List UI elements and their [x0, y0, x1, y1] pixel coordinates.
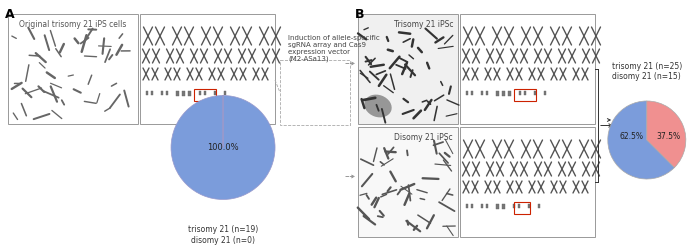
- Bar: [199, 91, 201, 95]
- Bar: [182, 90, 185, 96]
- Text: Trisomy 21 iPSc: Trisomy 21 iPSc: [394, 20, 453, 29]
- Ellipse shape: [365, 94, 392, 118]
- Text: B: B: [355, 8, 365, 21]
- Bar: [8, 14, 138, 124]
- Bar: [528, 204, 530, 208]
- Bar: [460, 127, 595, 237]
- Bar: [194, 89, 216, 101]
- Wedge shape: [171, 96, 275, 200]
- Bar: [358, 14, 458, 124]
- Text: Original trisomy 21 iPS cells: Original trisomy 21 iPS cells: [20, 20, 127, 29]
- Bar: [166, 91, 169, 95]
- Text: 62.5%: 62.5%: [619, 132, 643, 140]
- Bar: [513, 204, 515, 208]
- Bar: [466, 204, 468, 208]
- Bar: [514, 89, 536, 101]
- Bar: [538, 204, 540, 208]
- Bar: [466, 91, 468, 95]
- Bar: [502, 90, 505, 96]
- Bar: [280, 60, 350, 125]
- Bar: [176, 90, 179, 96]
- Bar: [496, 90, 499, 96]
- Bar: [486, 204, 489, 208]
- Bar: [140, 14, 275, 124]
- Bar: [471, 204, 473, 208]
- Bar: [496, 204, 499, 208]
- Bar: [514, 202, 530, 214]
- Bar: [146, 91, 148, 95]
- Text: A: A: [5, 8, 15, 21]
- Bar: [481, 204, 484, 208]
- Text: Induction of allele-specific
sgRNA array and Cas9
expression vector
(M2-ASa13): Induction of allele-specific sgRNA array…: [288, 35, 380, 62]
- Bar: [471, 91, 473, 95]
- Bar: [508, 90, 511, 96]
- Bar: [161, 91, 163, 95]
- Text: trisomy 21 (n=25)
disomy 21 (n=15): trisomy 21 (n=25) disomy 21 (n=15): [612, 62, 682, 82]
- Bar: [188, 90, 191, 96]
- Bar: [460, 14, 595, 124]
- Text: Disomy 21 iPSc: Disomy 21 iPSc: [395, 133, 453, 142]
- Bar: [204, 91, 206, 95]
- Text: 37.5%: 37.5%: [656, 132, 680, 140]
- Bar: [358, 127, 458, 237]
- Bar: [502, 204, 505, 208]
- Bar: [214, 91, 216, 95]
- Bar: [534, 91, 537, 95]
- Wedge shape: [647, 101, 686, 168]
- Text: 100.0%: 100.0%: [207, 143, 239, 152]
- Bar: [481, 91, 484, 95]
- Bar: [544, 91, 546, 95]
- Text: trisomy 21 (n=19)
disomy 21 (n=0): trisomy 21 (n=19) disomy 21 (n=0): [188, 226, 258, 245]
- Bar: [518, 204, 521, 208]
- Bar: [524, 91, 526, 95]
- Bar: [519, 91, 521, 95]
- Bar: [151, 91, 153, 95]
- Bar: [486, 91, 489, 95]
- Wedge shape: [608, 101, 675, 179]
- Bar: [224, 91, 227, 95]
